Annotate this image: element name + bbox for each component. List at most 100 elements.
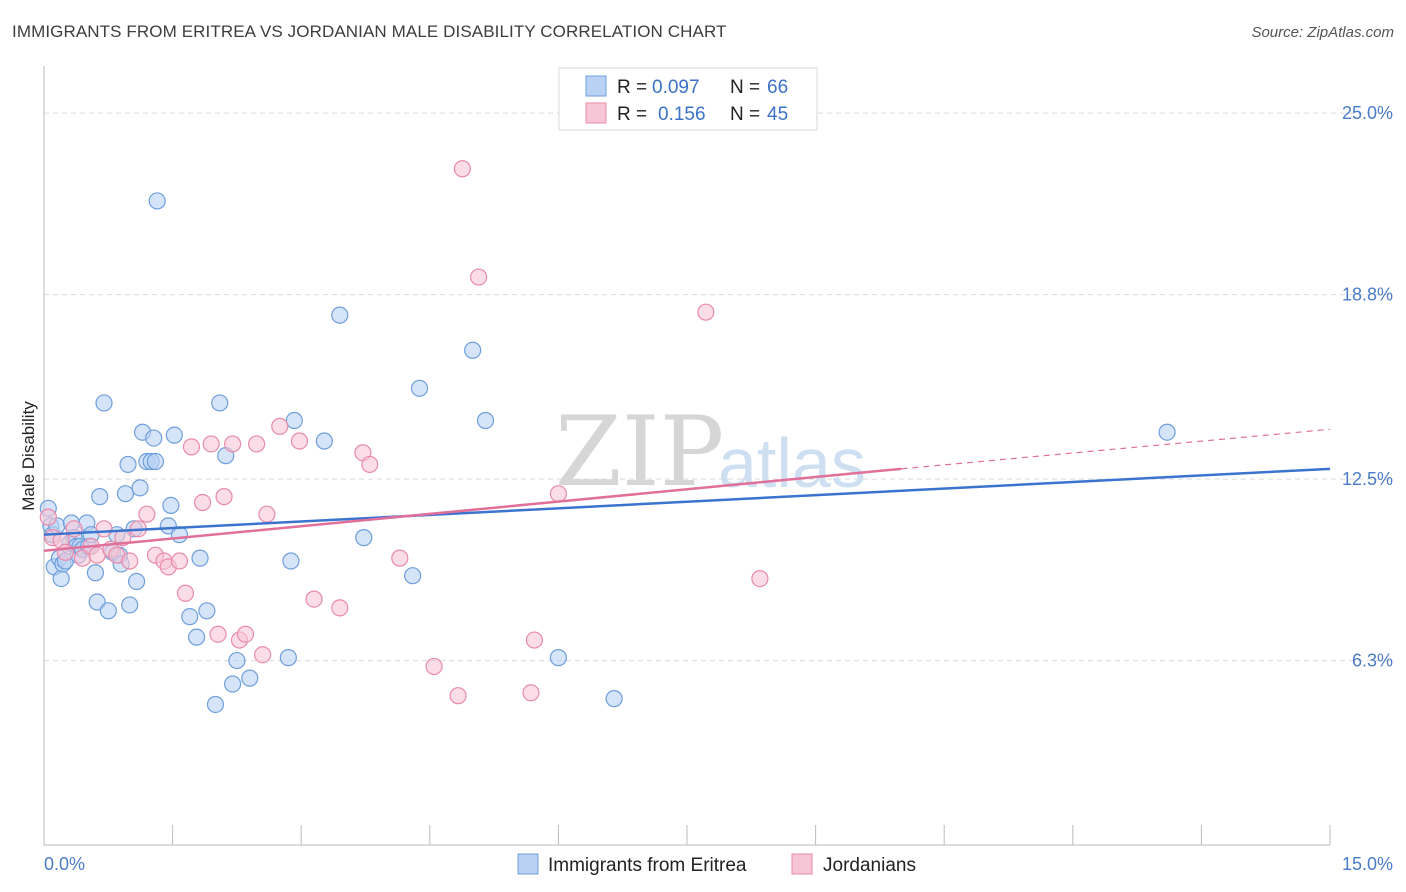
legend-r-label-1: R = <box>617 77 647 98</box>
point-jordanian <box>453 160 471 178</box>
point-eritrea <box>91 488 109 506</box>
bottom-legend: Immigrants from Eritrea Jordanians <box>517 853 916 876</box>
point-jordanian <box>331 599 349 617</box>
point-jordanian <box>254 646 272 664</box>
point-eritrea <box>145 429 163 447</box>
chart-title: IMMIGRANTS FROM ERITREA VS JORDANIAN MAL… <box>12 22 727 41</box>
point-eritrea <box>99 602 117 620</box>
point-jordanian <box>305 590 323 608</box>
legend-r-label-2: R = <box>617 104 647 125</box>
point-jordanian <box>697 303 715 321</box>
legend-n-label-2: N = <box>730 104 760 125</box>
point-jordanian <box>39 508 57 526</box>
data-points <box>39 160 1176 714</box>
y-tick-label: 25.0% <box>1342 103 1393 123</box>
point-eritrea <box>224 675 242 693</box>
x-tick-labels: 0.0% 15.0% <box>44 854 1393 874</box>
x-tick-label: 0.0% <box>44 854 85 874</box>
point-eritrea <box>331 306 349 324</box>
bottom-legend-label-blue: Immigrants from Eritrea <box>548 855 747 876</box>
legend-n-value-2: 45 <box>767 104 788 125</box>
point-jordanian <box>170 552 189 570</box>
bottom-legend-swatch-blue <box>517 853 539 875</box>
point-jordanian <box>202 435 220 453</box>
point-jordanian <box>258 505 276 523</box>
bottom-legend-label-pink: Jordanians <box>823 855 916 876</box>
y-tick-label: 6.3% <box>1352 651 1393 671</box>
point-jordanian <box>549 485 568 503</box>
watermark-zip: ZIP <box>555 396 724 508</box>
point-eritrea <box>605 690 623 708</box>
point-jordanian <box>176 584 195 602</box>
point-eritrea <box>146 452 165 471</box>
point-eritrea <box>1158 423 1176 441</box>
point-eritrea <box>464 341 482 359</box>
axes <box>43 66 1331 846</box>
point-jordanian <box>361 455 379 474</box>
point-eritrea <box>191 549 209 567</box>
point-eritrea <box>228 651 246 670</box>
point-jordanian <box>209 625 227 643</box>
legend-r-value-1: 0.097 <box>652 77 700 98</box>
point-eritrea <box>86 564 105 582</box>
trend-lines <box>43 428 1331 553</box>
point-jordanian <box>194 493 212 512</box>
point-jordanian <box>215 488 233 506</box>
bottom-legend-swatch-pink <box>791 853 813 875</box>
point-eritrea <box>127 572 146 591</box>
point-jordanian <box>56 543 75 561</box>
point-jordanian <box>224 435 242 453</box>
legend-r-value-2: 0.156 <box>658 104 706 125</box>
point-eritrea <box>315 432 333 450</box>
source-label: Source: ZipAtlas.com <box>1251 24 1394 41</box>
point-eritrea <box>279 649 297 667</box>
point-jordanian <box>449 687 467 705</box>
legend-n-value-1: 66 <box>767 77 788 98</box>
point-eritrea <box>211 394 229 412</box>
point-eritrea <box>116 485 135 503</box>
point-eritrea <box>285 411 303 430</box>
y-tick-label: 18.8% <box>1342 285 1393 305</box>
point-eritrea <box>165 426 183 444</box>
point-jordanian <box>182 438 201 456</box>
y-axis-title: Male Disability <box>19 401 38 511</box>
point-jordanian <box>391 549 409 567</box>
point-eritrea <box>410 379 429 397</box>
point-eritrea <box>282 552 300 570</box>
point-eritrea <box>206 695 225 714</box>
point-eritrea <box>162 496 180 515</box>
trend-line-jordanian-extension <box>901 428 1331 470</box>
point-eritrea <box>241 669 259 687</box>
point-jordanian <box>522 684 540 702</box>
point-jordanian <box>425 657 443 676</box>
point-eritrea <box>52 569 70 588</box>
gridlines <box>44 112 1392 662</box>
point-jordanian <box>470 268 488 286</box>
point-jordanian <box>138 505 156 523</box>
point-jordanian <box>525 631 543 649</box>
legend-swatch-pink <box>585 102 607 124</box>
point-eritrea <box>355 529 373 547</box>
point-eritrea <box>198 602 216 620</box>
point-jordanian <box>271 417 289 435</box>
watermark: ZIP atlas <box>555 396 866 508</box>
point-jordanian <box>290 432 309 450</box>
point-eritrea <box>148 192 166 210</box>
point-eritrea <box>119 455 137 474</box>
point-jordanian <box>248 435 266 453</box>
point-eritrea <box>549 649 568 667</box>
y-tick-label: 12.5% <box>1342 469 1393 489</box>
legend-n-label-1: N = <box>730 77 760 98</box>
top-legend: R = 0.097 N = 66 R = 0.156 N = 45 <box>558 67 818 131</box>
point-eritrea <box>476 411 495 430</box>
point-eritrea <box>131 479 149 497</box>
point-jordanian <box>751 569 769 588</box>
point-eritrea <box>181 608 199 626</box>
legend-swatch-blue <box>585 75 607 97</box>
point-eritrea <box>404 567 422 585</box>
point-jordanian <box>236 625 255 643</box>
point-eritrea <box>188 628 206 646</box>
point-eritrea <box>121 596 139 614</box>
trend-line-eritrea <box>43 467 1331 536</box>
